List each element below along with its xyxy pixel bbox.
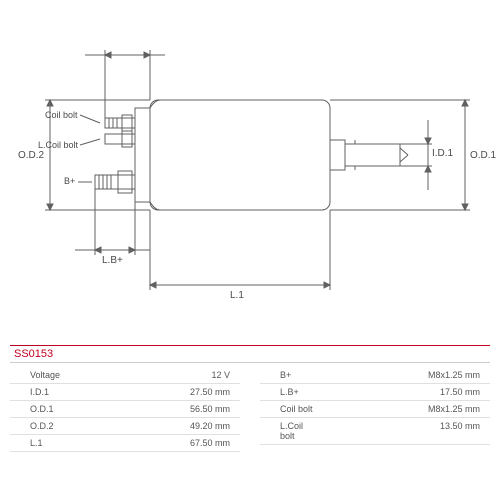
spec-val: 49.20 mm (70, 421, 240, 431)
spec-table: Voltage12 VI.D.127.50 mmO.D.156.50 mmO.D… (10, 367, 490, 452)
spec-row: B+M8x1.25 mm (260, 367, 490, 384)
spec-row: Coil boltM8x1.25 mm (260, 401, 490, 418)
spec-row: L.167.50 mm (10, 435, 240, 452)
spec-val: M8x1.25 mm (320, 370, 490, 380)
spec-key: O.D.1 (10, 404, 70, 414)
label-b-plus: B+ (64, 176, 75, 186)
spec-col-right: B+M8x1.25 mmL.B+17.50 mmCoil boltM8x1.25… (260, 367, 490, 452)
spec-val: 12 V (70, 370, 240, 380)
spec-key: I.D.1 (10, 387, 70, 397)
spec-val: 27.50 mm (70, 387, 240, 397)
spec-key: Voltage (10, 370, 70, 380)
spec-row: I.D.127.50 mm (10, 384, 240, 401)
spec-val: 13.50 mm (320, 421, 490, 441)
spec-val: M8x1.25 mm (320, 404, 490, 414)
part-number: SS0153 (10, 345, 490, 363)
spec-key: Coil bolt (260, 404, 320, 414)
spec-key: B+ (260, 370, 320, 380)
spec-section: SS0153 Voltage12 VI.D.127.50 mmO.D.156.5… (10, 345, 490, 452)
spec-key: L.Coil bolt (260, 421, 320, 441)
dim-lb-plus: L.B+ (102, 255, 123, 266)
spec-col-left: Voltage12 VI.D.127.50 mmO.D.156.50 mmO.D… (10, 367, 240, 452)
spec-row: L.B+17.50 mm (260, 384, 490, 401)
spec-val: 17.50 mm (320, 387, 490, 397)
dim-od1: O.D.1 (470, 150, 496, 161)
spec-val: 67.50 mm (70, 438, 240, 448)
label-l-coil-bolt: L.Coil bolt (38, 140, 78, 150)
dim-l1: L.1 (230, 290, 244, 301)
spec-row: O.D.156.50 mm (10, 401, 240, 418)
spec-row: L.Coil bolt13.50 mm (260, 418, 490, 445)
spec-val: 56.50 mm (70, 404, 240, 414)
spec-row: Voltage12 V (10, 367, 240, 384)
drawing-svg (0, 0, 500, 340)
technical-drawing: Coil bolt L.Coil bolt B+ O.D.2 O.D.1 I.D… (0, 0, 500, 340)
spec-key: L.1 (10, 438, 70, 448)
spec-key: L.B+ (260, 387, 320, 397)
spec-key: O.D.2 (10, 421, 70, 431)
spec-row: O.D.249.20 mm (10, 418, 240, 435)
label-coil-bolt: Coil bolt (45, 110, 78, 120)
dim-id1: I.D.1 (432, 148, 453, 159)
dim-od2: O.D.2 (18, 150, 44, 161)
